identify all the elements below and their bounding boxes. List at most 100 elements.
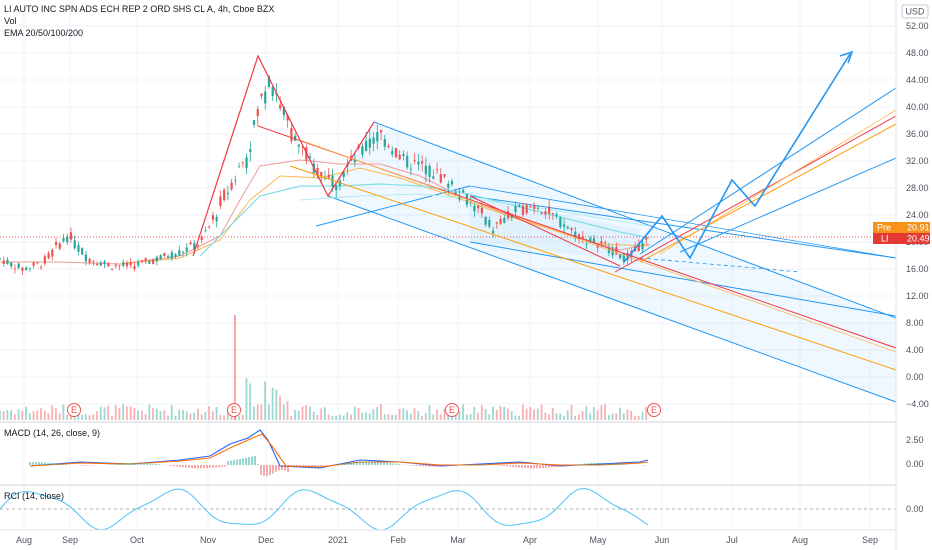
candle-body <box>230 182 233 190</box>
volume-bar <box>167 415 169 420</box>
volume-bar <box>305 405 308 420</box>
candle-body <box>335 185 338 191</box>
candle-body <box>503 217 506 223</box>
candle-body <box>600 241 603 244</box>
volume-bar <box>51 405 54 420</box>
volume-bar <box>510 411 513 420</box>
time-axis[interactable]: Aug Sep Oct Nov Dec 2021 Feb Mar Apr May Jun Jul Aug… <box>0 529 896 545</box>
volume-bar <box>114 405 117 420</box>
volume-bar <box>574 415 577 420</box>
pitchfork-inner-lower <box>289 165 897 371</box>
candle-body <box>189 242 192 245</box>
candle-body <box>383 139 386 147</box>
candle-body <box>193 243 196 250</box>
time-label-12: Aug <box>792 535 808 545</box>
volume-bar <box>238 415 240 420</box>
ema-legend[interactable]: EMA 20/50/100/200 <box>4 28 83 38</box>
candle-body <box>428 165 431 177</box>
pitchfork-legs <box>192 54 375 257</box>
price-tick-7: 24.00 <box>906 210 929 220</box>
volume-bar <box>432 414 435 420</box>
volume-bar <box>211 411 214 420</box>
earnings-marker-3: E <box>647 403 661 417</box>
candle-body <box>84 254 88 262</box>
candle-body <box>630 251 633 258</box>
volume-bar <box>346 412 349 420</box>
volume-bar <box>316 414 319 420</box>
volume-bar <box>604 404 606 420</box>
price-candles[interactable] <box>0 75 648 276</box>
candle-body <box>450 181 454 185</box>
candle-body <box>521 205 525 215</box>
candle-body <box>282 107 286 115</box>
volume-bar <box>342 415 345 420</box>
volume-bar <box>566 410 569 420</box>
volume-bar <box>144 413 147 420</box>
candle-body <box>376 132 379 142</box>
pitchfork-drawings[interactable] <box>192 54 897 371</box>
volume-bar <box>436 409 438 420</box>
volume-bar <box>178 409 181 420</box>
volume-bar <box>521 404 524 420</box>
volume-bar <box>600 405 603 420</box>
volume-bar <box>357 407 360 420</box>
candle-body <box>252 120 256 125</box>
earnings-label: E <box>71 405 77 415</box>
candle-body <box>607 247 611 254</box>
macd-legend[interactable]: MACD (14, 26, close, 9) <box>4 428 100 438</box>
pane-dividers <box>0 421 896 486</box>
candle-body <box>529 206 532 208</box>
volume-bar <box>148 404 151 420</box>
projection-dashed <box>639 257 801 273</box>
price-scale[interactable]: USD 52.00 48.00 44.00 40.00 36.00 32.00 28.00 2… <box>873 0 932 550</box>
earnings-marker-0: E <box>67 403 81 417</box>
channel-drawings[interactable] <box>315 87 897 403</box>
price-tick-4: 36.00 <box>906 129 929 139</box>
earnings-label: E <box>651 405 657 415</box>
volume-bar <box>630 410 633 420</box>
symbol-title[interactable]: LI AUTO INC SPN ADS ECH REP 2 ORD SHS CL… <box>4 4 274 14</box>
volume-bar <box>88 415 91 420</box>
candle-body <box>148 260 151 264</box>
candle-body <box>114 264 117 267</box>
volume-bar <box>122 404 125 420</box>
candle-body <box>249 148 252 153</box>
volume-bar <box>607 415 610 420</box>
volume-bar <box>387 414 390 420</box>
candle-body <box>17 263 20 268</box>
trend-support <box>315 185 471 227</box>
volume-bar <box>350 414 352 420</box>
time-label-6: Feb <box>390 535 406 545</box>
volume-bar <box>43 410 46 420</box>
volume-bar <box>548 414 550 420</box>
candle-body <box>81 248 84 255</box>
volume-bar <box>398 408 401 420</box>
fork-red-up <box>614 115 897 273</box>
last-value: 20.49 <box>907 234 930 244</box>
time-label-8: Apr <box>523 535 537 545</box>
candle-body <box>77 245 80 252</box>
volume-bar <box>294 410 296 420</box>
price-tick-1: 48.00 <box>906 48 929 58</box>
candle-body <box>413 160 416 162</box>
volume-bar <box>327 414 330 420</box>
volume-bar <box>518 415 521 420</box>
time-label-2: Oct <box>130 535 145 545</box>
volume-bar <box>204 411 207 420</box>
volume-bar <box>10 410 13 420</box>
volume-bar <box>335 415 338 420</box>
volume-legend[interactable]: Vol <box>4 16 17 26</box>
pre-market-badge: Pre 20.91 <box>873 222 930 233</box>
rci-legend[interactable]: RCI (14, close) <box>4 491 64 501</box>
candle-body <box>409 168 413 170</box>
wedge-upper <box>469 195 897 259</box>
candle-body <box>368 138 371 148</box>
candle-body <box>585 243 588 245</box>
candle-body <box>394 148 398 158</box>
candle-body <box>540 212 543 214</box>
volume-bar <box>241 414 244 420</box>
projection-path[interactable] <box>623 50 854 263</box>
volume-bar <box>133 408 136 420</box>
